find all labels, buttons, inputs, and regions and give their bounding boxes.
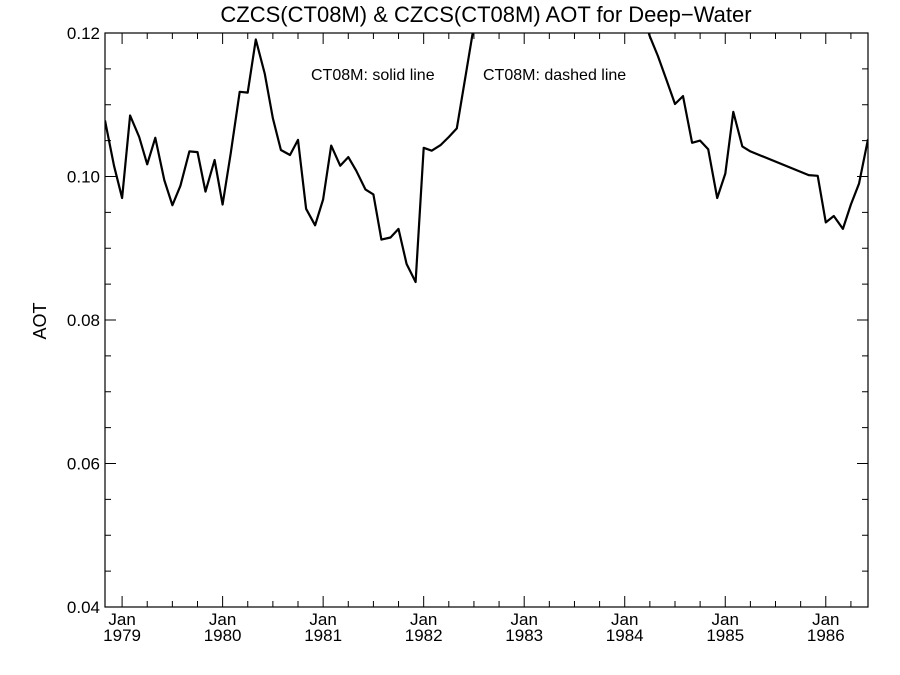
x-tick-year-label: 1982 [405,626,443,645]
plot-frame [104,32,869,608]
dashed-line-note: CT08M: dashed line [483,67,626,84]
aot-series-line [866,139,868,147]
x-tick-month-label: Jan [108,610,135,629]
axis-tick-labels: 0.040.060.080.100.12Jan1979Jan1980Jan198… [67,24,845,645]
x-tick-year-label: 1980 [204,626,242,645]
x-tick-month-label: Jan [611,610,638,629]
x-tick-year-label: 1985 [706,626,744,645]
x-tick-month-label: Jan [712,610,739,629]
x-tick-month-label: Jan [309,610,336,629]
aot-series-line [105,33,868,284]
x-tick-year-label: 1986 [807,626,845,645]
x-tick-month-label: Jan [410,610,437,629]
y-tick-label: 0.12 [67,24,100,43]
x-tick-year-label: 1981 [304,626,342,645]
y-tick-label: 0.06 [67,455,100,474]
y-tick-label: 0.10 [67,168,100,187]
x-tick-month-label: Jan [510,610,537,629]
x-tick-year-label: 1983 [505,626,543,645]
y-axis-label: AOT [30,302,50,339]
y-tick-label: 0.04 [67,598,100,617]
x-tick-month-label: Jan [812,610,839,629]
series-lines [105,33,868,284]
x-tick-year-label: 1979 [103,626,141,645]
x-tick-year-label: 1984 [606,626,644,645]
x-tick-month-label: Jan [209,610,236,629]
axis-ticks [105,32,868,608]
chart-title: CZCS(CT08M) & CZCS(CT08M) AOT for Deep−W… [220,2,751,27]
y-tick-label: 0.08 [67,311,100,330]
solid-line-note: CT08M: solid line [311,67,435,84]
